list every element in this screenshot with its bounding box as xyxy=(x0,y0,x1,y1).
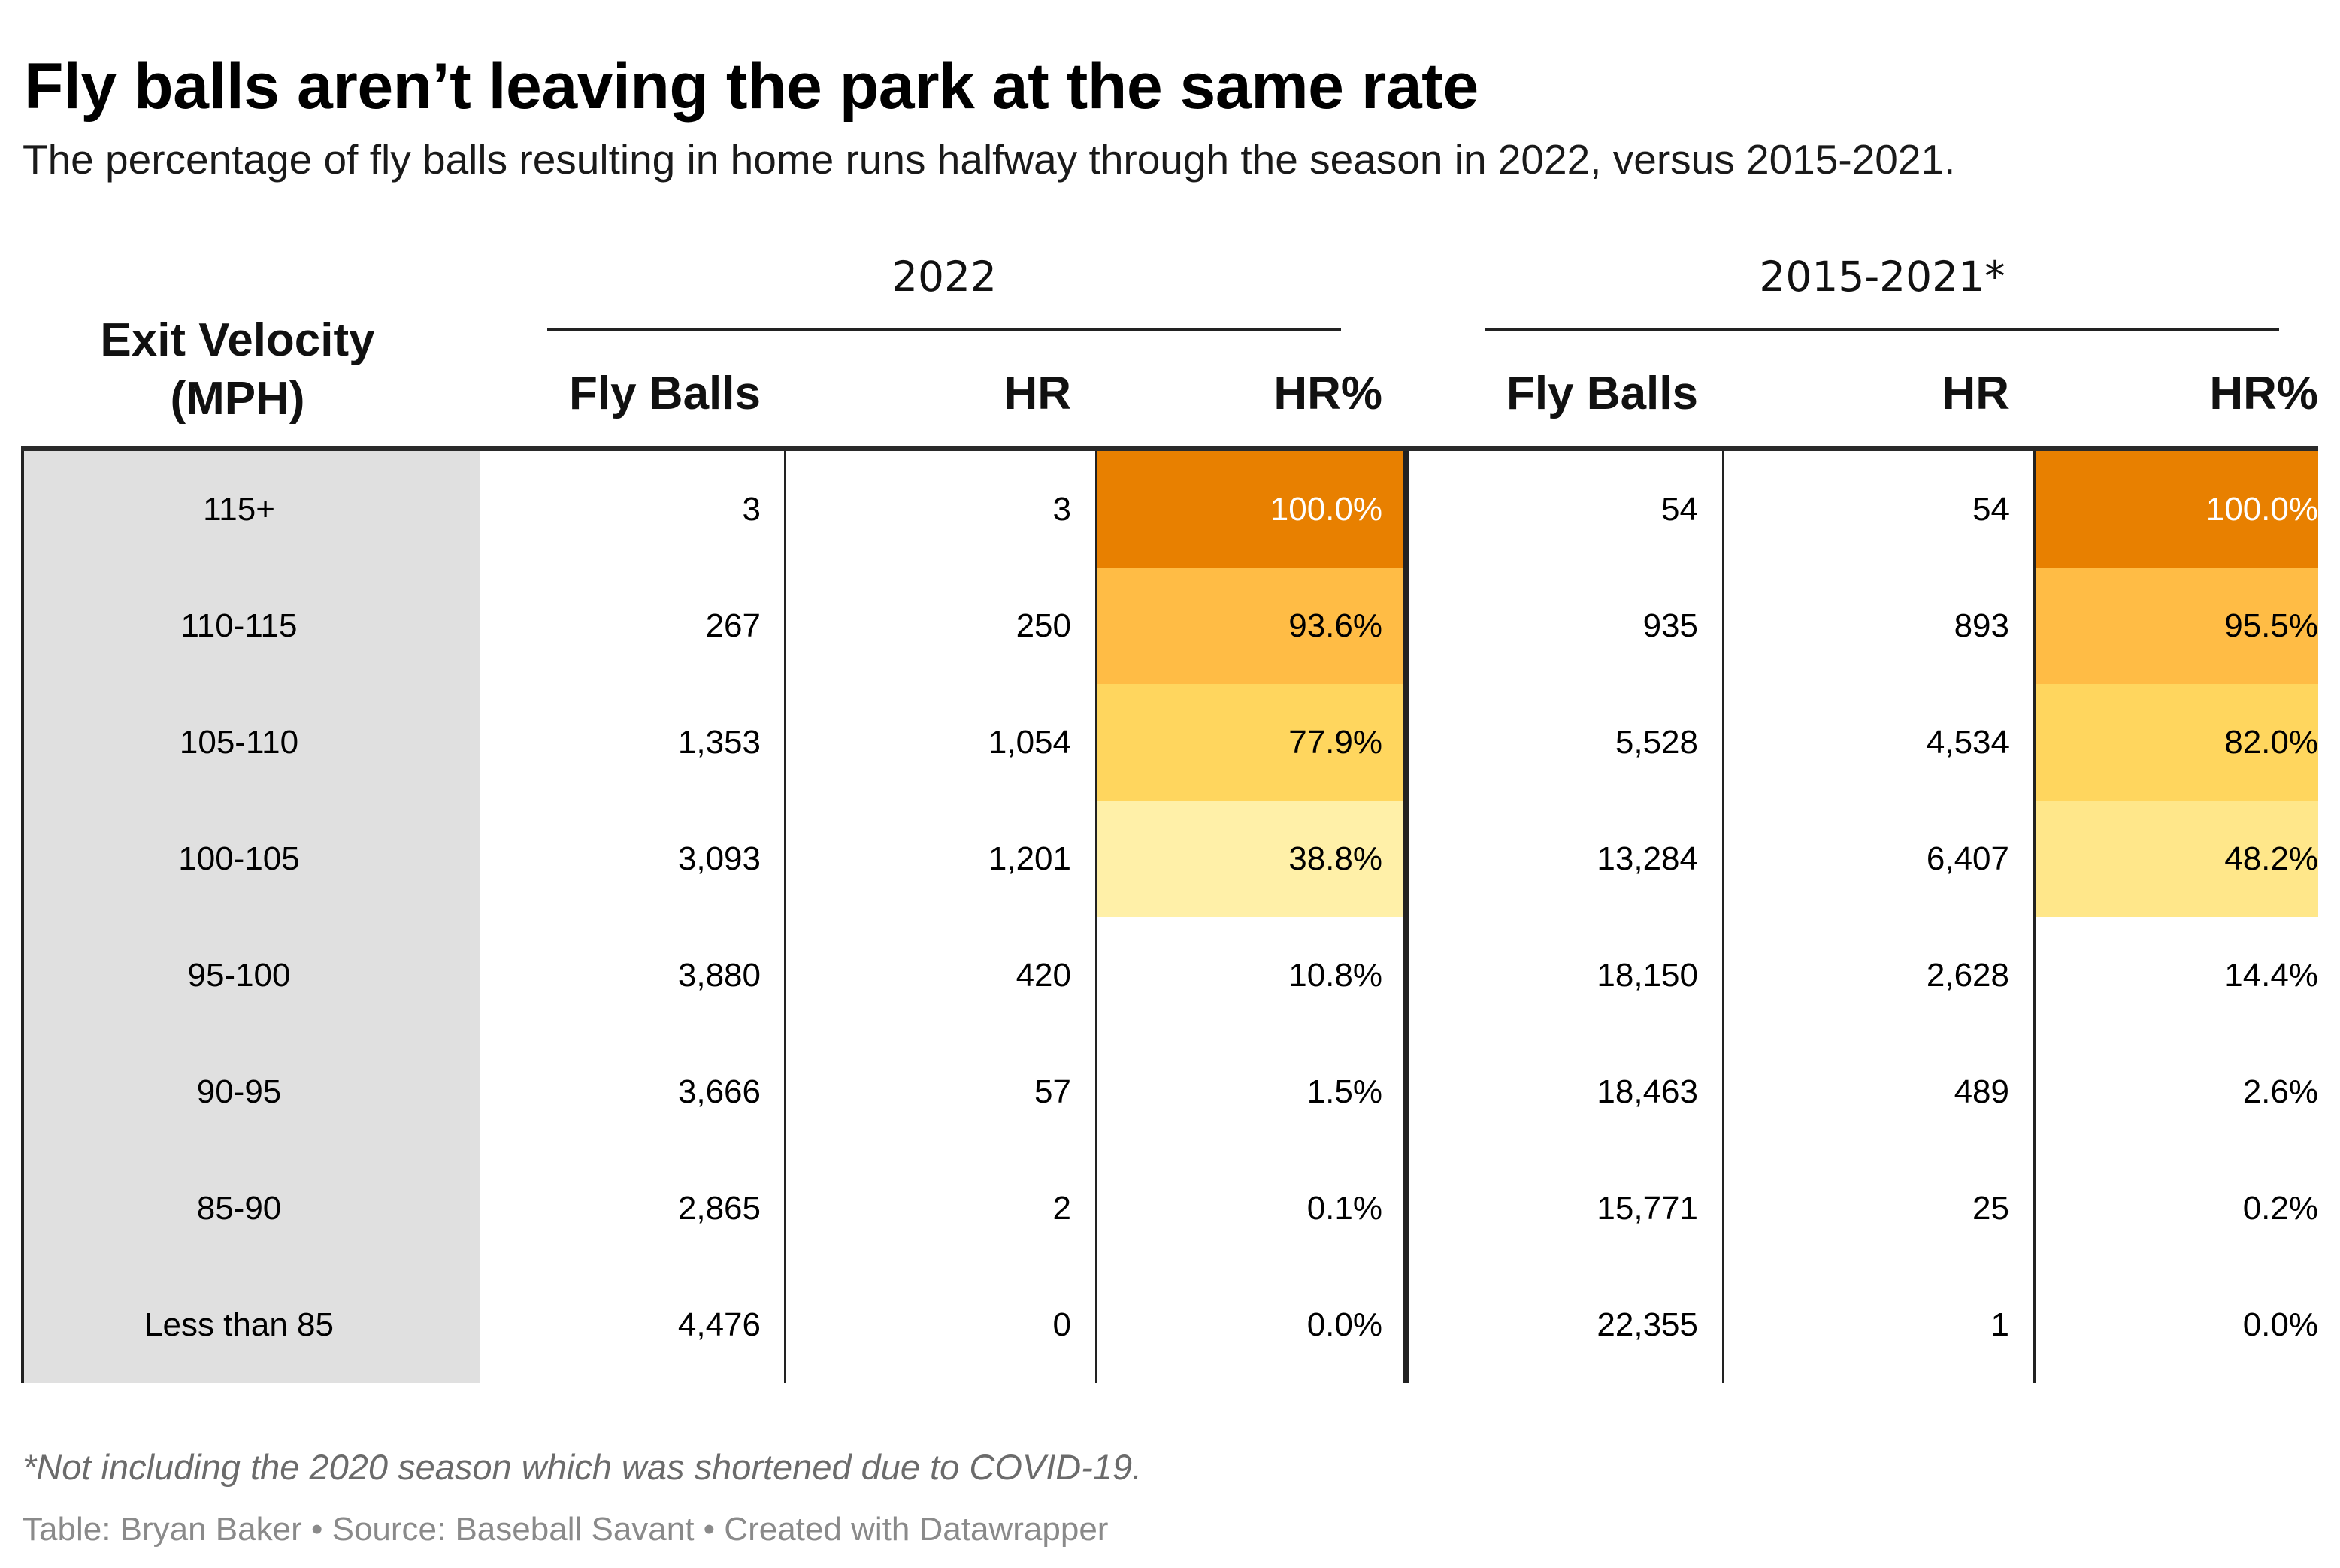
table-cell-hr-2022: 57 xyxy=(1034,1073,1071,1110)
table-cell-hr-pct-2022: 100.0% xyxy=(1270,491,1382,528)
row-label: 90-95 xyxy=(196,1073,282,1110)
table-cell-hr-pct-2015-2021: 95.5% xyxy=(2224,607,2318,644)
table-cell-hr-2015-2021: 6,407 xyxy=(1926,840,2009,877)
table-cell-hr-pct-2015-2021: 0.2% xyxy=(2242,1190,2318,1227)
footnote: *Not including the 2020 season which was… xyxy=(23,1447,1143,1487)
exit-velocity-header-line1: Exit Velocity xyxy=(100,314,375,366)
table-cell-hr-2022: 3 xyxy=(1052,491,1071,528)
table-cell-hr-2015-2021: 25 xyxy=(1972,1190,2009,1227)
heat-cell xyxy=(1097,801,1403,917)
table-cell-hr-2015-2021: 4,534 xyxy=(1926,724,2009,761)
table-cell-hr-2022: 250 xyxy=(1016,607,1071,644)
table-cell-hr-2022: 420 xyxy=(1016,957,1071,994)
table-cell-fly-balls-2022: 3 xyxy=(742,491,761,528)
heat-cell xyxy=(2036,684,2318,801)
row-label: Less than 85 xyxy=(144,1306,334,1343)
column-header-hr-pct-2015-2021: HR% xyxy=(2209,368,2318,419)
table-cell-hr-2015-2021: 54 xyxy=(1972,491,2009,528)
heat-cell xyxy=(2036,801,2318,917)
exit-velocity-column-bg xyxy=(21,451,480,1383)
column-header-fly-balls-2022: Fly Balls xyxy=(569,368,761,419)
table-cell-hr-pct-2022: 0.1% xyxy=(1306,1190,1382,1227)
divider-hr22 xyxy=(784,451,786,1383)
group-header-2015-2021: 2015-2021* xyxy=(1759,253,2005,301)
row-label: 105-110 xyxy=(179,724,299,761)
divider-pct15 xyxy=(2033,451,2036,1383)
divider-hr15 xyxy=(1722,451,1724,1383)
table-cell-fly-balls-2015-2021: 18,463 xyxy=(1597,1073,1698,1110)
table-cell-hr-pct-2022: 10.8% xyxy=(1288,957,1382,994)
table-cell-hr-2015-2021: 2,628 xyxy=(1926,957,2009,994)
heat-cell xyxy=(1097,451,1403,568)
table-cell-fly-balls-2015-2021: 54 xyxy=(1661,491,1698,528)
row-label: 110-115 xyxy=(180,607,298,644)
heat-cell xyxy=(1097,568,1403,684)
table-cell-hr-2022: 1,201 xyxy=(988,840,1071,877)
group-header-2022: 2022 xyxy=(892,253,997,301)
table-cell-hr-pct-2015-2021: 14.4% xyxy=(2224,957,2318,994)
table-cell-fly-balls-2022: 2,865 xyxy=(677,1190,761,1227)
table-cell-hr-2022: 2 xyxy=(1052,1190,1071,1227)
heat-cell xyxy=(2036,568,2318,684)
exit-velocity-header: Exit Velocity (MPH) xyxy=(23,311,453,428)
table-cell-fly-balls-2015-2021: 15,771 xyxy=(1597,1190,1698,1227)
table-cell-hr-pct-2015-2021: 0.0% xyxy=(2242,1306,2318,1343)
row-label: 100-105 xyxy=(178,840,300,877)
row-label: 85-90 xyxy=(196,1190,282,1227)
table-cell-fly-balls-2022: 3,666 xyxy=(677,1073,761,1110)
table-cell-fly-balls-2015-2021: 18,150 xyxy=(1597,957,1698,994)
table-cell-hr-pct-2022: 38.8% xyxy=(1288,840,1382,877)
row-label: 115+ xyxy=(203,491,275,528)
table-cell-fly-balls-2015-2021: 13,284 xyxy=(1597,840,1698,877)
table-cell-hr-pct-2015-2021: 48.2% xyxy=(2224,840,2318,877)
table-cell-fly-balls-2022: 3,093 xyxy=(677,840,761,877)
exit-velocity-header-line2: (MPH) xyxy=(170,373,305,425)
table-cell-hr-2015-2021: 893 xyxy=(1954,607,2009,644)
table-cell-hr-pct-2015-2021: 100.0% xyxy=(2205,491,2318,528)
table-cell-hr-pct-2022: 77.9% xyxy=(1288,724,1382,761)
heat-cell xyxy=(1097,684,1403,801)
table-cell-hr-pct-2015-2021: 82.0% xyxy=(2224,724,2318,761)
table-cell-hr-pct-2022: 93.6% xyxy=(1288,607,1382,644)
table-cell-fly-balls-2022: 4,476 xyxy=(677,1306,761,1343)
table-cell-fly-balls-2022: 1,353 xyxy=(677,724,761,761)
table-cell-hr-2015-2021: 489 xyxy=(1954,1073,2009,1110)
divider-group xyxy=(1403,451,1409,1383)
column-header-hr-pct-2022: HR% xyxy=(1273,368,1382,419)
column-header-hr-2015-2021: HR xyxy=(1942,368,2009,419)
table-cell-fly-balls-2015-2021: 5,528 xyxy=(1615,724,1698,761)
table-top-rule xyxy=(21,446,2318,451)
table-cell-fly-balls-2015-2021: 22,355 xyxy=(1597,1306,1698,1343)
group-rule-2022 xyxy=(547,328,1341,331)
table-left-edge xyxy=(21,451,24,1383)
table-cell-hr-2022: 0 xyxy=(1052,1306,1071,1343)
row-label: 95-100 xyxy=(187,957,291,994)
heat-cell xyxy=(2036,451,2318,568)
chart-subtitle: The percentage of fly balls resulting in… xyxy=(23,136,1956,183)
table-cell-hr-pct-2022: 0.0% xyxy=(1306,1306,1382,1343)
table-cell-hr-pct-2015-2021: 2.6% xyxy=(2242,1073,2318,1110)
table-cell-hr-pct-2022: 1.5% xyxy=(1306,1073,1382,1110)
table-cell-fly-balls-2015-2021: 935 xyxy=(1642,607,1698,644)
table-cell-fly-balls-2022: 3,880 xyxy=(677,957,761,994)
table-cell-hr-2015-2021: 1 xyxy=(1990,1306,2009,1343)
chart-title: Fly balls aren’t leaving the park at the… xyxy=(24,50,1479,123)
column-header-fly-balls-2015-2021: Fly Balls xyxy=(1506,368,1698,419)
group-rule-2015-2021 xyxy=(1485,328,2279,331)
table-cell-hr-2022: 1,054 xyxy=(988,724,1071,761)
table-cell-fly-balls-2022: 267 xyxy=(705,607,761,644)
credit-line: Table: Bryan Baker • Source: Baseball Sa… xyxy=(23,1511,1109,1548)
divider-pct22 xyxy=(1095,451,1097,1383)
column-header-hr-2022: HR xyxy=(1004,368,1071,419)
